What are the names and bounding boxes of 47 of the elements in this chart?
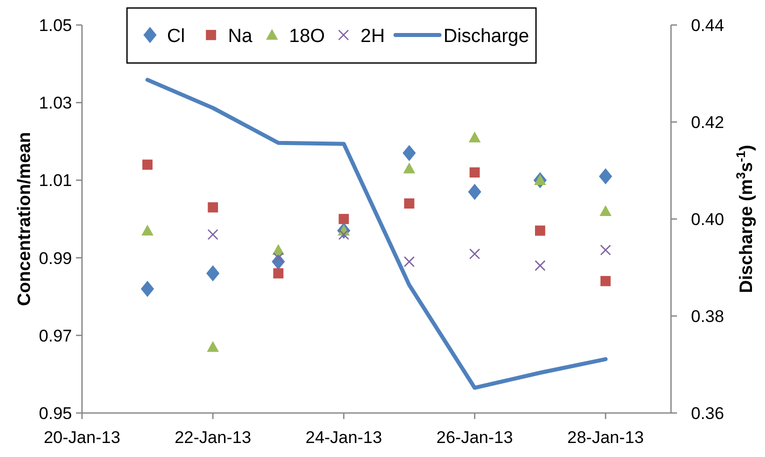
- point: [207, 229, 218, 240]
- x-tick-label: 24-Jan-13: [305, 428, 382, 447]
- y-tick-label: 1.01: [38, 171, 72, 190]
- x-tick-label: 26-Jan-13: [436, 428, 513, 447]
- point: [470, 167, 480, 178]
- legend-label: 2H: [360, 26, 385, 47]
- legend-label: Cl: [167, 26, 185, 47]
- y2-tick-label: 0.44: [691, 16, 724, 35]
- point: [272, 252, 284, 264]
- y-tick-label: 1.03: [38, 94, 72, 113]
- x-tick-label: 28-Jan-13: [567, 428, 644, 447]
- y-tick-label: 0.97: [38, 326, 72, 346]
- x-tick-label: 22-Jan-13: [174, 428, 252, 447]
- legend-label: 18O: [289, 26, 325, 47]
- point: [206, 341, 219, 352]
- point: [468, 184, 482, 200]
- y-tick-label: 0.99: [38, 248, 72, 268]
- point: [206, 265, 220, 282]
- point: [140, 280, 154, 297]
- point: [208, 202, 218, 212]
- point: [141, 224, 154, 236]
- point: [469, 248, 480, 260]
- legend-label: Discharge: [444, 26, 530, 47]
- x-tick-label: 20-Jan-13: [44, 428, 120, 447]
- y2-tick-label: 0.38: [691, 307, 724, 326]
- point: [600, 205, 612, 216]
- point: [273, 268, 284, 278]
- point: [142, 160, 153, 170]
- legend-label: Na: [228, 26, 253, 47]
- line-series: [145, 78, 608, 390]
- point: [403, 162, 416, 174]
- y-axis-title: Concentration/mean: [14, 132, 34, 306]
- point: [600, 276, 611, 286]
- point: [535, 226, 546, 236]
- y2-tick-label: 0.40: [691, 210, 724, 229]
- point: [404, 198, 414, 209]
- y-tick-label: 0.95: [38, 404, 72, 423]
- point: [404, 256, 415, 268]
- y2-tick-label: 0.42: [691, 113, 724, 132]
- point: [600, 244, 612, 256]
- y-tick-label: 1.05: [38, 16, 72, 35]
- point: [468, 132, 481, 142]
- point: [338, 214, 349, 224]
- y2-tick-label: 0.36: [691, 404, 724, 423]
- point: [534, 260, 546, 272]
- point: [402, 144, 416, 162]
- point: [598, 168, 612, 184]
